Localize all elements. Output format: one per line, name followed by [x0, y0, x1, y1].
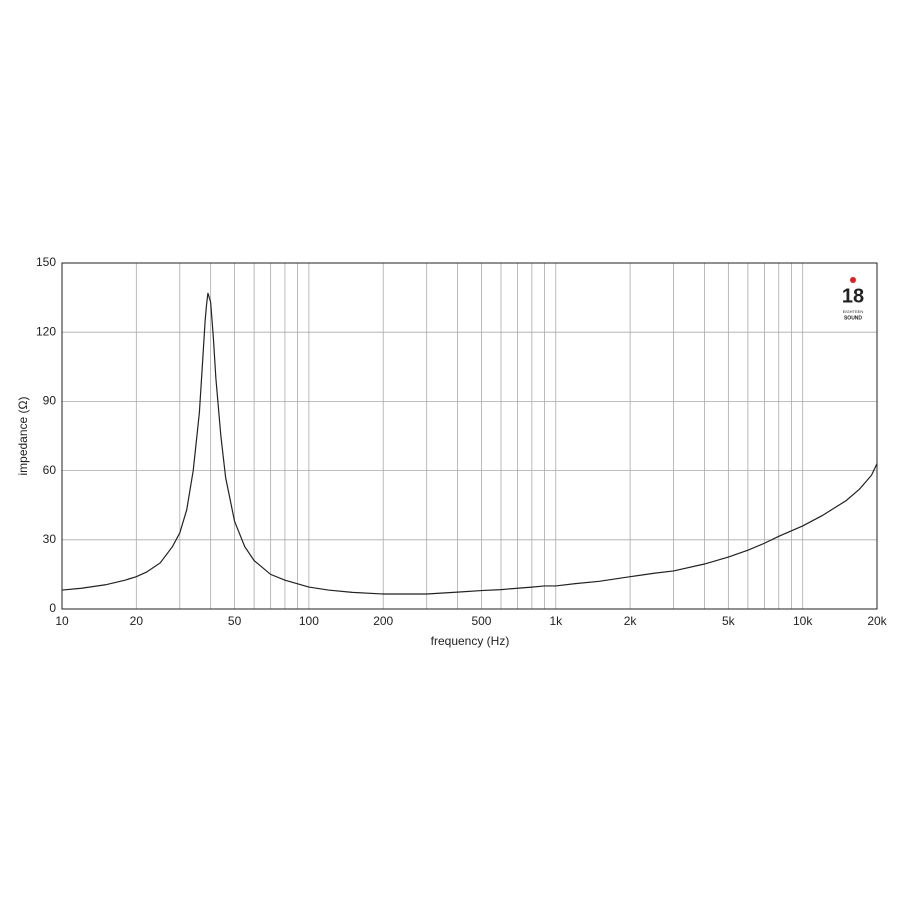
logo-text: EIGHTEEN	[843, 309, 864, 314]
plot-frame	[61, 262, 878, 610]
y-tick-label: 60	[43, 463, 57, 477]
x-tick-label: 20	[130, 614, 144, 628]
logo-star	[850, 277, 856, 283]
x-tick-label: 1k	[549, 614, 563, 628]
y-tick-label: 30	[43, 532, 57, 546]
x-tick-label: 2k	[624, 614, 638, 628]
y-axis-label: impedance (Ω)	[16, 396, 30, 475]
logo-text: SOUND	[844, 315, 862, 321]
x-tick-label: 10k	[793, 614, 813, 628]
x-axis-label: frequency (Hz)	[431, 634, 510, 648]
logo-number: 18	[842, 285, 864, 307]
x-tick-label: 100	[299, 614, 319, 628]
x-tick-label: 500	[471, 614, 491, 628]
y-tick-label: 90	[43, 394, 57, 408]
impedance-curve	[61, 292, 878, 595]
y-tick-label: 150	[36, 255, 56, 269]
x-tick-label: 10	[55, 614, 69, 628]
x-tick-label: 20k	[867, 614, 887, 628]
x-tick-label: 5k	[722, 614, 736, 628]
x-tick-label: 50	[228, 614, 242, 628]
y-tick-label: 120	[36, 324, 56, 338]
y-tick-label: 0	[49, 601, 56, 615]
x-tick-label: 200	[373, 614, 393, 628]
logo: 18 EIGHTEEN SOUND	[842, 277, 864, 321]
